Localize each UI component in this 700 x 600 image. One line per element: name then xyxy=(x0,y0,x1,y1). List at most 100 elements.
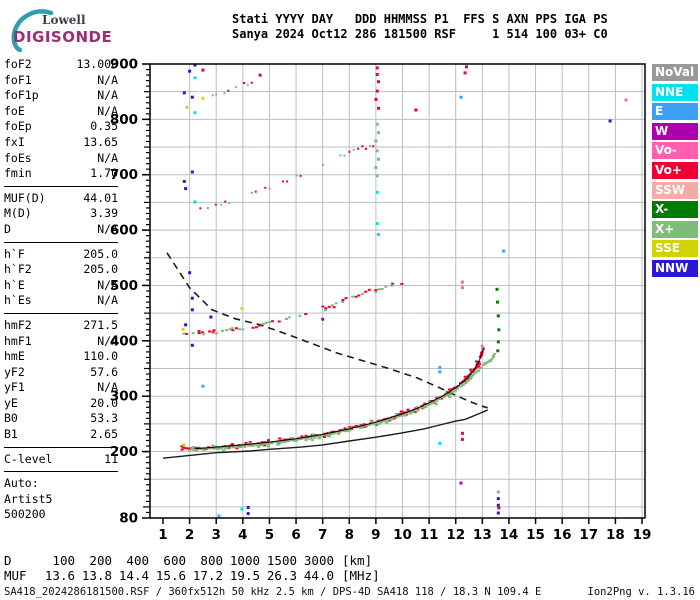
echo-dot xyxy=(375,66,379,70)
echo-dot xyxy=(420,406,424,409)
echo-dot xyxy=(182,332,186,335)
echo-dot xyxy=(448,396,451,398)
echo-dot xyxy=(299,174,302,177)
row-value: 14.4 xyxy=(118,567,149,583)
echo-dot xyxy=(215,447,219,450)
echo-dot xyxy=(377,80,380,84)
echo-dot xyxy=(377,288,381,291)
echo-dot xyxy=(348,429,351,432)
echo-dot xyxy=(483,361,487,364)
echo-dot xyxy=(190,296,194,300)
echo-dot xyxy=(182,91,186,95)
echo-dot xyxy=(383,420,387,423)
echo-dot xyxy=(200,331,204,334)
echo-dot xyxy=(469,377,473,380)
param-value: N/A xyxy=(97,221,118,236)
param-label: B1 xyxy=(4,427,18,442)
echo-dot xyxy=(377,131,380,135)
echo-dot xyxy=(454,389,457,392)
echo-dot xyxy=(289,439,293,442)
echo-dot xyxy=(365,425,368,428)
echo-dot xyxy=(228,202,231,205)
param-row: foF1p N/A xyxy=(4,88,118,104)
echo-dot xyxy=(463,375,467,378)
echo-dot xyxy=(464,65,468,69)
echo-dot xyxy=(470,375,473,378)
echo-dot xyxy=(390,284,393,287)
echo-dot xyxy=(317,435,321,438)
autoscaling-info: Auto: xyxy=(4,476,39,491)
param-row: h`Es N/A xyxy=(4,293,118,309)
echo-dot xyxy=(459,385,463,388)
echo-dot xyxy=(496,349,500,353)
row-unit: [km] xyxy=(342,553,373,568)
echo-dot xyxy=(472,372,476,375)
echo-dot xyxy=(467,378,471,381)
echo-dot xyxy=(286,180,289,183)
echo-dot xyxy=(325,434,329,437)
echo-dot xyxy=(493,352,497,355)
echo-dot xyxy=(202,333,206,336)
echo-dot xyxy=(322,164,325,166)
row-value: 26.3 xyxy=(266,567,297,583)
muf-row: MUF 13.6 13.8 14.4 15.6 17.2 19.5 26.3 44.0 [MHz] xyxy=(4,567,380,584)
echo-dot xyxy=(287,440,291,442)
echo-dot xyxy=(313,436,317,439)
echo-dot xyxy=(223,92,226,95)
autoscaling-info: Artist5 xyxy=(4,491,53,506)
echo-dot xyxy=(297,438,301,440)
echo-dot xyxy=(427,400,431,403)
echo-dot xyxy=(214,445,218,448)
row-label: MUF xyxy=(4,567,27,583)
echo-dot xyxy=(463,71,467,75)
row-value: 3000 xyxy=(303,553,334,568)
echo-dot xyxy=(271,441,275,444)
echo-dot xyxy=(290,437,293,440)
echo-dot xyxy=(474,371,478,374)
param-label: foF2 xyxy=(4,57,32,71)
echo-dot xyxy=(403,414,407,417)
x-axis-label: 12 xyxy=(446,527,465,543)
x-axis-label: 15 xyxy=(526,527,545,543)
echo-dot xyxy=(341,299,345,301)
echo-dot xyxy=(257,445,261,448)
param-label: h`F2 xyxy=(4,262,32,277)
echo-dot xyxy=(230,443,234,446)
echo-dot xyxy=(219,447,223,450)
y-axis-label: 400 xyxy=(110,333,138,349)
echo-dot xyxy=(374,97,378,101)
x-axis-label: 2 xyxy=(185,527,194,543)
echo-dot xyxy=(477,365,481,368)
echo-dot xyxy=(391,417,395,420)
echo-dot xyxy=(348,426,352,429)
legend-item-ssw: SSW xyxy=(652,181,698,199)
echo-dot xyxy=(412,409,416,412)
echo-dot xyxy=(190,170,194,174)
echo-dot xyxy=(337,433,340,435)
echo-dot xyxy=(400,414,404,417)
echo-dot xyxy=(269,441,273,444)
echo-dot xyxy=(216,448,220,450)
echo-dot xyxy=(261,322,265,325)
echo-dot xyxy=(260,441,264,444)
row-value: 13.6 xyxy=(44,567,75,583)
echo-dot xyxy=(185,332,189,335)
muf-transmission-curve xyxy=(166,252,488,409)
echo-dot xyxy=(296,438,299,441)
param-value: 11 xyxy=(104,451,118,466)
echo-dot xyxy=(406,408,410,411)
echo-dot xyxy=(437,398,440,401)
echo-dot xyxy=(190,95,194,99)
echo-dot xyxy=(211,444,215,447)
x-axis-label: 10 xyxy=(393,527,412,543)
echo-dot xyxy=(496,340,500,344)
param-row: foE N/A xyxy=(4,104,118,120)
echo-dot xyxy=(341,301,345,303)
echo-dot xyxy=(334,302,338,305)
echo-dot xyxy=(394,413,398,415)
row-value: 100 xyxy=(52,553,75,568)
echo-dot xyxy=(304,434,308,437)
row-value: 800 xyxy=(200,553,223,568)
echo-dot xyxy=(489,360,492,363)
echo-dot xyxy=(241,328,245,331)
